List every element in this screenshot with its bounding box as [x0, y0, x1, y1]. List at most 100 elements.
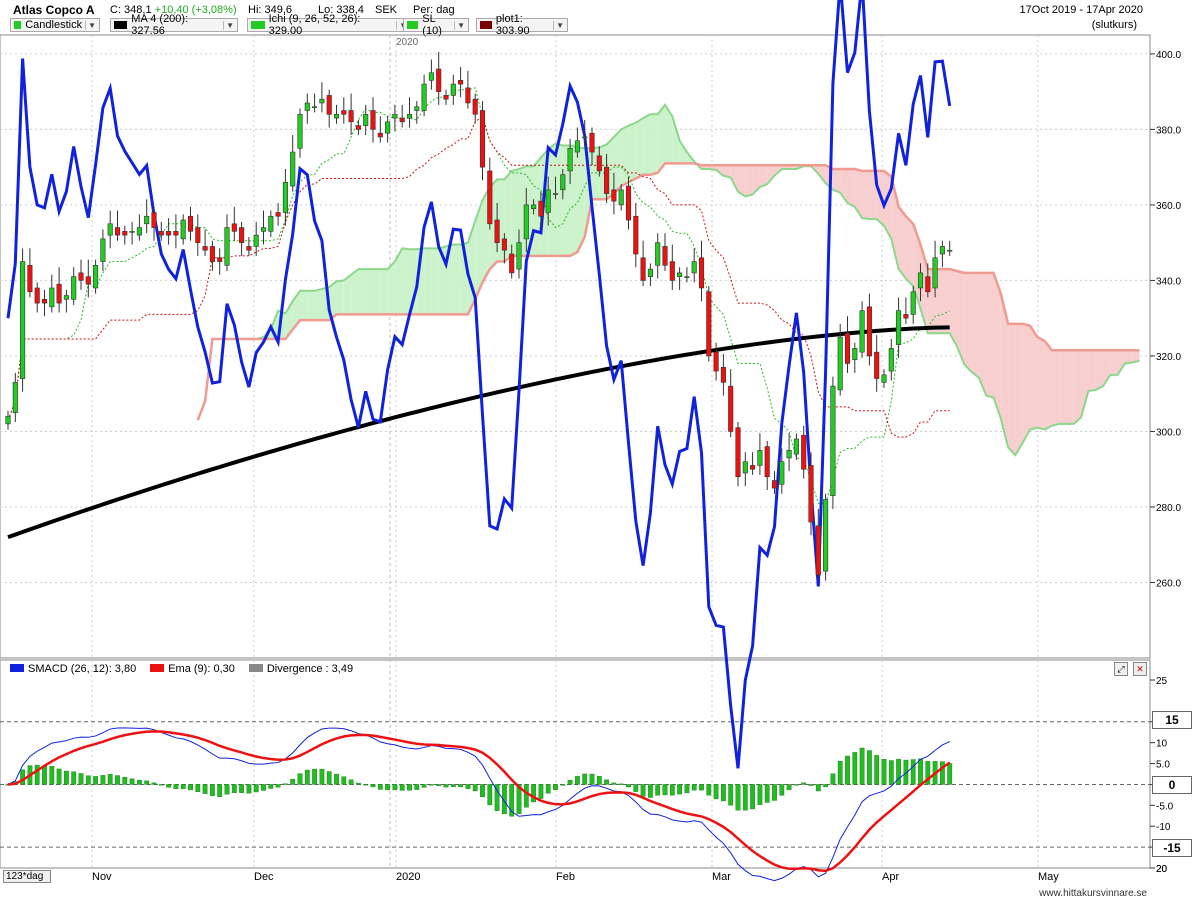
divergence-bar: [888, 760, 894, 785]
divergence-bar: [779, 784, 785, 796]
candle-body: [173, 231, 179, 236]
legend-ema[interactable]: Ema (9): 0,30: [150, 663, 235, 675]
cloud-segment: [905, 216, 914, 287]
chevron-down-icon[interactable]: ▼: [553, 20, 564, 30]
divergence-bar: [596, 776, 602, 785]
y-tick-label: 300.0: [1156, 427, 1181, 438]
sub-y-tick-label: 25: [1156, 676, 1168, 687]
candle-body: [5, 416, 11, 425]
candle-body: [596, 155, 602, 172]
divergence-bar: [509, 784, 515, 817]
indicator-lines: [6, 0, 1140, 769]
divergence-bar: [560, 784, 566, 786]
cloud-segment: [1000, 293, 1009, 448]
candle-body: [151, 212, 157, 228]
legend-candlestick[interactable]: Candlestick ▼: [10, 18, 100, 32]
candle-body: [406, 113, 413, 119]
chevron-down-icon[interactable]: ▼: [223, 20, 234, 30]
divergence-bar: [845, 755, 850, 785]
chevron-down-icon[interactable]: ▼: [85, 20, 96, 30]
candle-body: [129, 231, 135, 233]
divergence-bar: [662, 784, 668, 796]
legend-ichi[interactable]: Ichi (9, 26, 52, 26): 329.00▼: [247, 13, 411, 37]
divergence-bar: [122, 777, 128, 785]
zoom-icon[interactable]: ⤢: [1114, 662, 1128, 676]
divergence-bar: [582, 773, 588, 785]
candle-body: [560, 174, 566, 191]
cloud-segment: [1015, 323, 1023, 456]
y-tick-label: 280.0: [1156, 503, 1181, 514]
legend-ma[interactable]: MA 4 (200): 327.56 ▼: [110, 13, 238, 37]
divergence-bar: [918, 758, 923, 785]
sub-y-tick-label: 10: [1156, 739, 1168, 750]
cloud-segment: [1110, 350, 1118, 375]
candle-body: [231, 223, 237, 232]
cloud-segment: [759, 165, 768, 187]
divergence-bar: [363, 784, 369, 786]
legend-sl[interactable]: SL (10) ▼: [403, 13, 469, 37]
divergence-bar: [385, 784, 390, 791]
cloud-segment: [738, 165, 746, 197]
cloud-segment: [665, 104, 673, 164]
candle-body: [589, 132, 595, 153]
divergence-bar: [852, 752, 858, 785]
candle-body: [268, 215, 274, 232]
price-type: (slutkurs): [1091, 19, 1137, 31]
legend-divergence[interactable]: Divergence : 3,49: [248, 663, 353, 675]
divergence-bar: [575, 776, 580, 785]
candle-body: [698, 257, 705, 289]
y-tick-label: 340.0: [1156, 276, 1181, 287]
divergence-bar: [268, 784, 274, 789]
ema-line: [7, 730, 951, 873]
close-icon[interactable]: ✕: [1133, 662, 1147, 676]
interval-selector[interactable]: 123*dag: [3, 870, 51, 883]
candle-body: [355, 125, 361, 130]
sub-y-tick-label: 5.0: [1156, 760, 1170, 771]
macd-subchart: [5, 727, 953, 882]
cloud-segment: [679, 140, 687, 164]
ichi-swatch: [251, 21, 265, 29]
candle-body: [479, 110, 486, 168]
cloud-segment: [300, 290, 308, 321]
divergence-bar: [713, 784, 719, 800]
cloud-segment: [307, 290, 315, 321]
candle-body: [552, 193, 559, 195]
x-label-feb: Feb: [556, 871, 575, 883]
candle-body: [436, 68, 442, 92]
divergence-bar: [283, 783, 288, 785]
candle-body: [421, 83, 427, 111]
divergence-bar: [750, 784, 756, 810]
divergence-bar: [136, 779, 142, 785]
cloud-segment: [1037, 337, 1045, 430]
candle-body: [282, 181, 288, 213]
candle-body: [195, 227, 201, 243]
candle-body: [910, 291, 916, 315]
candle-body: [830, 385, 836, 496]
sl-line: [6, 0, 952, 769]
currency-label: SEK: [375, 4, 398, 16]
divergence-bar: [377, 784, 383, 790]
candle-body: [472, 98, 478, 115]
divergence-bar: [604, 779, 610, 785]
divergence-bar: [34, 764, 40, 785]
legend-smacd[interactable]: SMACD (26, 12): 3,80: [10, 663, 136, 675]
divergence-bar: [480, 784, 485, 798]
cloud-segment: [394, 248, 403, 315]
divergence-bar: [837, 760, 843, 785]
divergence-bar: [764, 784, 770, 803]
legend-plot1[interactable]: plot1: 303.90 ▼: [476, 13, 568, 37]
candle-body: [720, 366, 726, 383]
date-range: 17Oct 2019 - 17Apr 2020: [1019, 4, 1143, 16]
divergence-bar: [684, 784, 690, 794]
divergence-bar: [706, 784, 712, 796]
divergence-bar: [545, 784, 551, 794]
divergence-bar: [735, 784, 741, 811]
divergence-bar: [910, 759, 916, 785]
cloud-segment: [562, 145, 571, 256]
cloud-segment: [898, 206, 906, 279]
sub-y-tick-label: -10: [1156, 822, 1171, 833]
watermark: www.hittakursvinnare.se: [1039, 888, 1147, 899]
cloud-segment: [555, 143, 563, 256]
chevron-down-icon[interactable]: ▼: [454, 20, 465, 30]
